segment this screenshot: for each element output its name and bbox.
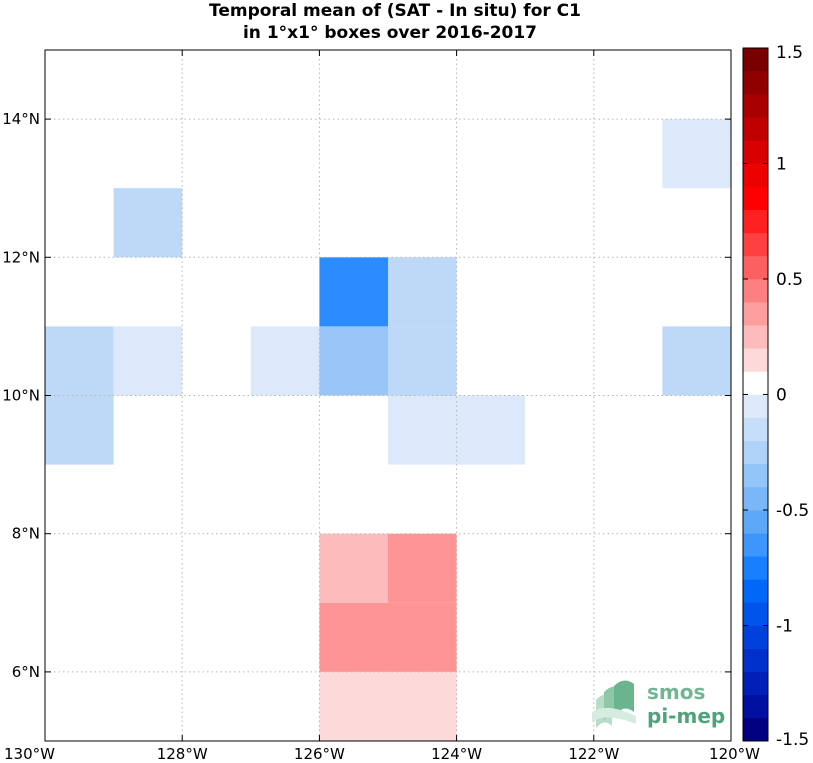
colorbar-tick-label: -1.5 <box>776 730 809 750</box>
heatmap-cells <box>45 119 731 741</box>
colorbar-segment <box>743 140 768 164</box>
heatmap-cell <box>388 671 457 741</box>
colorbar-segment <box>743 602 768 626</box>
y-tick-label: 6°N <box>12 663 40 681</box>
x-tick-label: 126°W <box>294 745 345 763</box>
colorbar-segment <box>743 694 768 719</box>
heatmap-cell <box>319 257 388 327</box>
colorbar-segment <box>743 486 768 511</box>
colorbar-segment <box>743 232 768 257</box>
title-line-2: in 1°x1° boxes over 2016-2017 <box>243 23 537 43</box>
colorbar-segment <box>743 186 768 210</box>
heatmap-cell <box>113 188 183 258</box>
heatmap-cell <box>662 119 731 189</box>
heatmap-cell <box>388 257 457 327</box>
heatmap-cell <box>388 602 457 672</box>
colorbar-segment <box>743 71 768 95</box>
x-tick-label: 124°W <box>431 745 482 763</box>
heatmap-cell <box>319 602 388 672</box>
heatmap-cell <box>456 395 526 465</box>
colorbar-segment <box>743 579 768 603</box>
heatmap-cell <box>319 533 388 603</box>
x-tick-label: 128°W <box>157 745 208 763</box>
colorbar-segment <box>743 48 768 72</box>
heatmap-cell <box>662 326 731 396</box>
colorbar-segment <box>743 209 768 234</box>
y-tick-label: 14°N <box>2 110 40 128</box>
colorbar-segment <box>743 440 768 465</box>
colorbar-segment <box>743 648 768 672</box>
colorbar-tick-label: -1 <box>776 617 793 637</box>
heatmap-cell <box>388 533 457 603</box>
colorbar-tick-label: 0 <box>776 386 787 406</box>
y-tick-label: 8°N <box>12 525 40 543</box>
y-tick-label: 12°N <box>2 248 40 266</box>
y-tick-label: 10°N <box>2 387 40 405</box>
colorbar-segment <box>743 279 768 303</box>
heatmap-cell <box>45 326 114 396</box>
colorbar-segment <box>743 163 768 187</box>
colorbar-segment <box>743 625 768 649</box>
heatmap-cell <box>319 671 388 741</box>
heatmap-cell <box>319 326 388 396</box>
colorbar-tick-label: 0.5 <box>776 270 803 290</box>
colorbar-segment <box>743 348 768 372</box>
x-tick-label: 120°W <box>709 745 760 763</box>
chart-title: Temporal mean of (SAT - In situ) for C1 … <box>209 1 581 43</box>
colorbar-segment <box>743 463 768 488</box>
heatmap-cell <box>45 395 114 465</box>
colorbar-segment <box>743 325 768 349</box>
x-axis-ticks: 130°W 128°W 126°W 124°W 122°W 120°W <box>4 50 760 763</box>
colorbar-tick-label: 1.5 <box>776 43 803 63</box>
colorbar-segment <box>743 717 768 742</box>
smos-pimep-logo: smos pi-mep <box>592 680 725 728</box>
colorbar-segment <box>743 671 768 696</box>
title-line-1: Temporal mean of (SAT - In situ) for C1 <box>209 1 581 21</box>
heatmap-cell <box>388 395 457 465</box>
colorbar: -1.5 -1 -0.5 0 0.5 1 1.5 <box>742 43 809 750</box>
colorbar-segment <box>743 394 768 418</box>
x-tick-label: 130°W <box>4 745 55 763</box>
heatmap-cell <box>250 326 320 396</box>
colorbar-segment <box>743 533 768 557</box>
logo-text-pimep: pi-mep <box>647 704 725 728</box>
y-axis-ticks: 6°N 8°N 10°N 12°N 14°N <box>2 110 731 681</box>
colorbar-segment <box>743 371 768 395</box>
colorbar-segment <box>743 556 768 580</box>
colorbar-segment <box>743 302 768 326</box>
logo-text-smos: smos <box>647 680 705 704</box>
x-tick-label: 122°W <box>568 745 619 763</box>
colorbar-segment <box>743 417 768 441</box>
logo-waves-icon <box>592 680 636 728</box>
colorbar-segment <box>743 94 768 118</box>
colorbar-segment <box>743 117 768 141</box>
colorbar-segment <box>743 510 768 534</box>
grid-lines <box>45 50 731 741</box>
heatmap-cell <box>113 326 183 396</box>
heatmap-cell <box>388 326 457 396</box>
colorbar-tick-label: -0.5 <box>776 501 809 521</box>
colorbar-tick-label: 1 <box>776 155 787 175</box>
colorbar-segment <box>743 255 768 280</box>
